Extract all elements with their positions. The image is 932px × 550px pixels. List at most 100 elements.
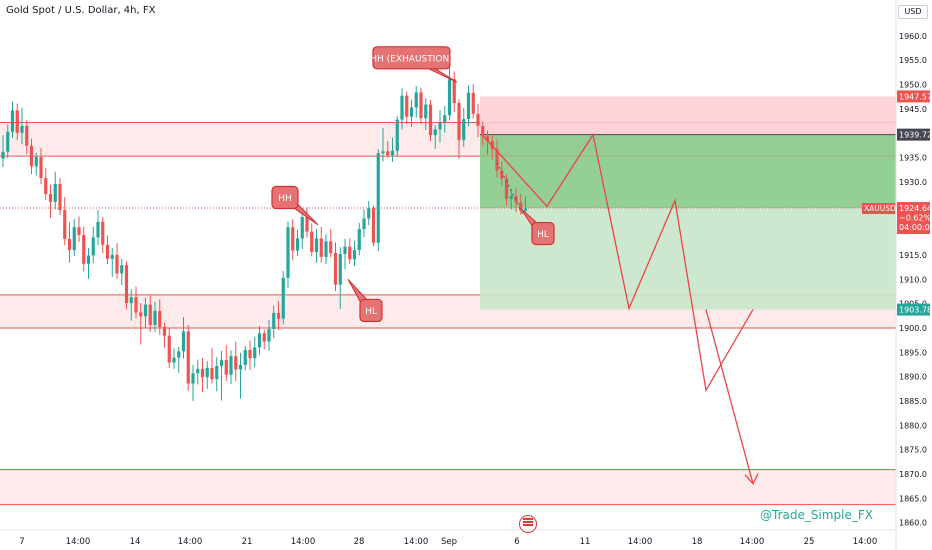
candle-body-72 bbox=[343, 246, 347, 254]
candle-body-8 bbox=[39, 157, 43, 179]
x-tick-2: 14 bbox=[130, 537, 141, 547]
candle-body-82 bbox=[390, 150, 395, 156]
callout-label-2: HL bbox=[537, 230, 549, 240]
candle-body-76 bbox=[362, 218, 366, 230]
tradingview-logo-icon[interactable] bbox=[519, 515, 537, 533]
candle-body-10 bbox=[48, 194, 53, 202]
candle-body-108 bbox=[514, 196, 518, 203]
candle-body-50 bbox=[238, 364, 243, 370]
candle-body-75 bbox=[357, 229, 361, 251]
candle-body-44 bbox=[210, 367, 214, 380]
y-tick-1935: 1935.0 bbox=[899, 154, 927, 163]
candle-body-42 bbox=[200, 368, 205, 378]
y-tick-1880: 1880.0 bbox=[899, 421, 927, 430]
callout-box-3 bbox=[359, 298, 383, 323]
candle-body-77 bbox=[367, 208, 371, 219]
candle-body-7 bbox=[34, 157, 38, 167]
candle-body-22 bbox=[105, 244, 110, 259]
candle-body-83 bbox=[395, 119, 399, 151]
x-tick-14: 25 bbox=[804, 537, 815, 547]
candle-body-16 bbox=[77, 227, 81, 236]
candle-body-2 bbox=[10, 110, 15, 132]
callout-label-3: HL bbox=[365, 307, 377, 317]
projection-final-leg bbox=[705, 309, 754, 484]
candle-body-104 bbox=[495, 148, 499, 171]
price-label-2: 1903.78 bbox=[899, 306, 932, 315]
callout-label-1: HH bbox=[278, 194, 292, 204]
price-label-bg-0 bbox=[897, 90, 930, 103]
candle-body-81 bbox=[386, 151, 390, 156]
candle-body-100 bbox=[476, 113, 480, 126]
candle-body-6 bbox=[29, 145, 34, 167]
candle-body-9 bbox=[44, 178, 48, 195]
candles-layer bbox=[1, 63, 528, 401]
candle-body-41 bbox=[196, 368, 200, 374]
price-label-bg-2 bbox=[897, 303, 930, 316]
candle-body-14 bbox=[67, 238, 72, 251]
candle-body-106 bbox=[504, 178, 509, 199]
candle-body-86 bbox=[409, 107, 414, 117]
x-tick-7: 14:00 bbox=[404, 537, 429, 547]
candle-body-51 bbox=[243, 349, 247, 365]
candle-body-4 bbox=[20, 125, 24, 133]
candle-body-92 bbox=[438, 122, 442, 130]
candle-body-67 bbox=[319, 238, 323, 257]
price-label-1: 1939.72 bbox=[899, 131, 932, 140]
candle-body-95 bbox=[452, 79, 456, 104]
y-tick-1960: 1960.0 bbox=[899, 32, 927, 41]
y-tick-1875: 1875.0 bbox=[899, 446, 927, 455]
annotations-layer: HH (EXHAUSTION) HH HL HL bbox=[271, 46, 555, 323]
candle-body-93 bbox=[443, 115, 447, 123]
candle-body-89 bbox=[424, 104, 428, 119]
sr-zone-2 bbox=[0, 469, 896, 505]
candle-body-29 bbox=[139, 312, 143, 317]
candle-body-30 bbox=[143, 304, 148, 317]
candle-body-54 bbox=[257, 333, 262, 348]
candle-body-55 bbox=[262, 333, 266, 342]
callout-box-1 bbox=[271, 185, 299, 210]
candle-body-32 bbox=[153, 310, 157, 326]
y-tick-1860: 1860.0 bbox=[899, 519, 927, 528]
candle-body-0 bbox=[1, 151, 5, 159]
x-tick-11: 14:00 bbox=[628, 537, 653, 547]
price-label-bg-1 bbox=[897, 128, 930, 141]
candle-body-52 bbox=[248, 349, 252, 359]
candle-body-62 bbox=[295, 238, 300, 251]
y-tick-1930: 1930.0 bbox=[899, 178, 927, 187]
symbol-tag: XAUUSD bbox=[864, 204, 896, 213]
candle-body-66 bbox=[314, 238, 319, 253]
x-tick-3: 14:00 bbox=[178, 537, 203, 547]
callout-box-0 bbox=[372, 46, 451, 70]
candle-body-109 bbox=[519, 202, 523, 211]
candle-body-85 bbox=[405, 95, 409, 117]
candle-body-88 bbox=[419, 92, 423, 119]
candle-body-53 bbox=[253, 347, 257, 359]
y-tick-1945: 1945.0 bbox=[899, 105, 927, 114]
candle-body-49 bbox=[234, 356, 238, 370]
candle-body-46 bbox=[219, 360, 224, 366]
price-axis[interactable]: 1860.0 1865.0 1870.0 1875.0 1880.0 1885.0 1890… bbox=[862, 0, 932, 550]
currency-button[interactable]: USD bbox=[898, 5, 928, 19]
projection-path bbox=[482, 133, 754, 393]
candle-body-97 bbox=[462, 119, 466, 141]
candle-body-64 bbox=[305, 216, 309, 232]
candle-body-19 bbox=[91, 237, 95, 256]
candle-body-20 bbox=[96, 221, 100, 238]
candle-body-102 bbox=[485, 136, 490, 142]
candle-body-60 bbox=[286, 227, 290, 278]
candle-body-38 bbox=[181, 331, 186, 352]
time-axis[interactable]: 7 14:00 14 14:00 21 14:00 28 14:00 Sep 6 11 14:00 18… bbox=[0, 529, 896, 547]
candle-body-24 bbox=[115, 254, 119, 274]
candle-body-13 bbox=[63, 210, 67, 239]
candle-body-58 bbox=[276, 312, 281, 319]
candle-body-39 bbox=[186, 331, 190, 384]
y-tick-1865: 1865.0 bbox=[899, 494, 927, 503]
bar-countdown: 04:00:06 bbox=[899, 223, 932, 232]
candle-body-71 bbox=[338, 253, 342, 285]
candle-body-69 bbox=[329, 241, 333, 254]
x-tick-13: 14:00 bbox=[740, 537, 765, 547]
candle-body-65 bbox=[310, 231, 314, 253]
last-price-value: 1924.64 bbox=[899, 204, 932, 213]
candle-body-107 bbox=[509, 196, 513, 199]
